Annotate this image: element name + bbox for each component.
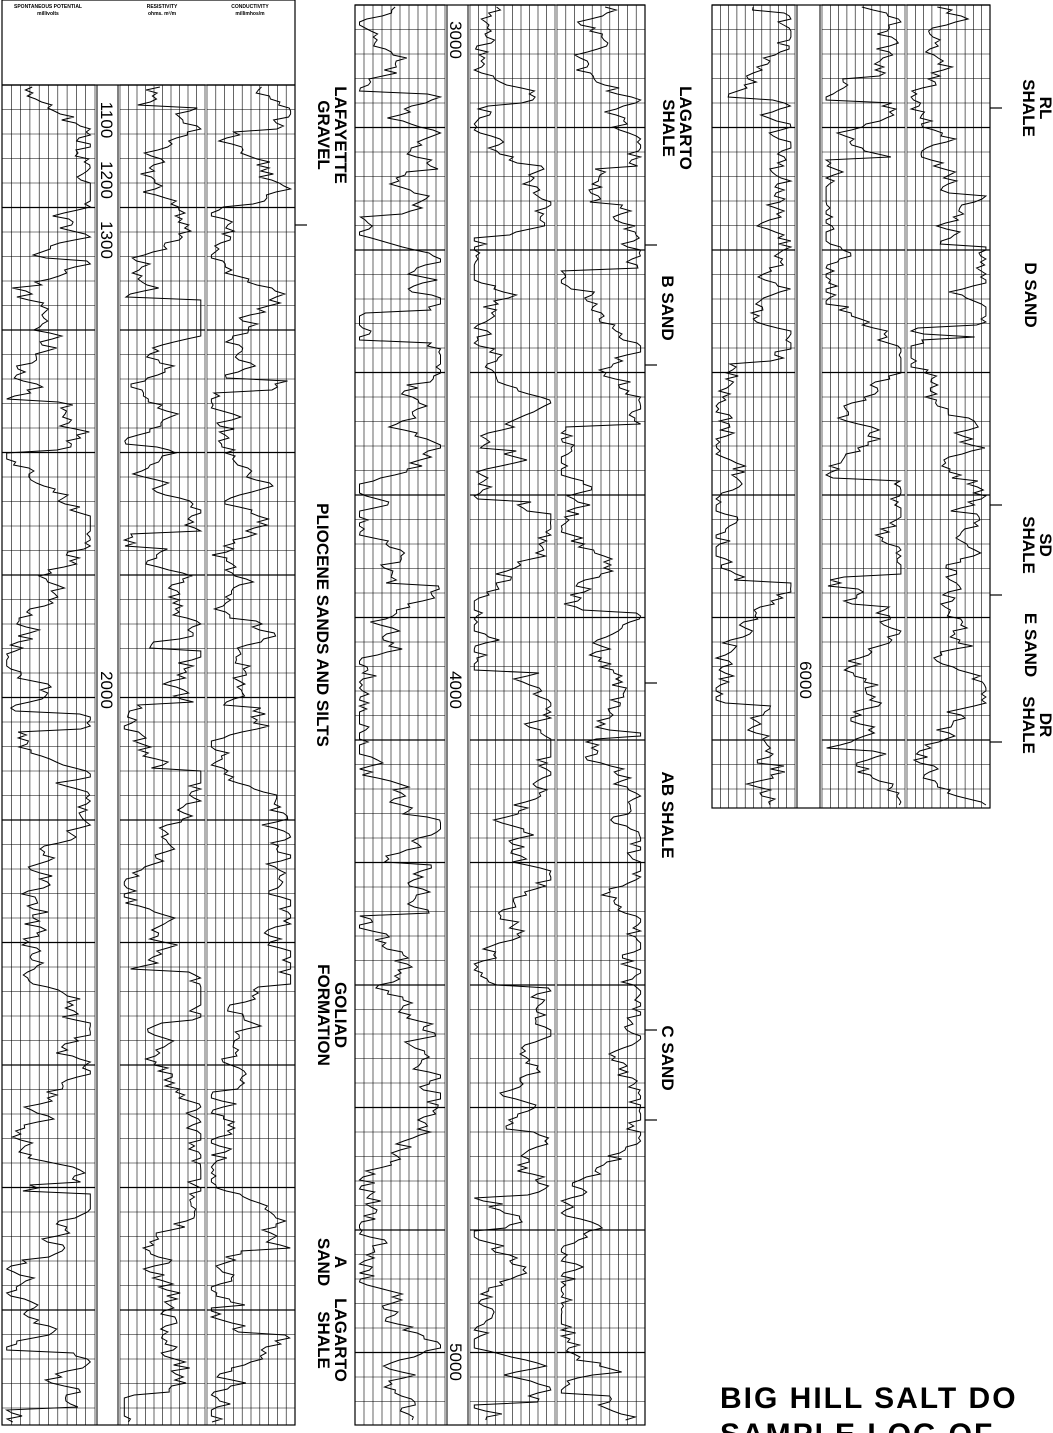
label-line: GOLIAD [331, 982, 350, 1048]
log-curve [559, 6, 643, 1421]
label-line: SD [1036, 533, 1053, 557]
log-curve [714, 6, 793, 806]
formation-label: RLSHALE [1019, 79, 1053, 137]
header-text: SPONTANEOUS POTENTIAL [14, 4, 82, 10]
depth-label: 5000 [446, 1343, 465, 1381]
label-line: 1200 [97, 161, 116, 199]
formation-label: C SAND [658, 1025, 677, 1090]
label-line: DR [1036, 713, 1053, 738]
label-line: A [331, 1256, 350, 1268]
depth-label: 6000 [796, 661, 815, 699]
label-line: SHALE [1019, 696, 1038, 754]
formation-label: SDSHALE [1019, 516, 1053, 574]
label-line: 2000 [97, 671, 116, 709]
label-line: SHALE [1019, 79, 1038, 137]
depth-label: 1200 [97, 161, 116, 199]
label-line: D SAND [1021, 262, 1040, 327]
formation-label: D SAND [1021, 262, 1040, 327]
log-curve [209, 86, 293, 1423]
label-line: PLIOCENE SANDS AND SILTS [313, 503, 332, 747]
formation-label: AB SHALE [658, 772, 677, 859]
header-text: RESISTIVITY [147, 4, 178, 10]
depth-label: 1100 [97, 102, 116, 139]
panel-frame [354, 4, 646, 1426]
label-line: 1300 [97, 221, 116, 259]
log-curve [909, 6, 988, 806]
label-line: 1100 [97, 102, 116, 139]
label-line: SHALE [314, 1311, 333, 1369]
label-line: AB SHALE [658, 772, 677, 859]
label-line: LAGARTO [331, 1298, 350, 1382]
figure-title: BIG HILL SALT DO [720, 1382, 1018, 1415]
log-curves [4, 6, 988, 1423]
header-text: millivolts [37, 11, 59, 17]
label-line: 3000 [446, 21, 465, 59]
formation-label: PLIOCENE SANDS AND SILTS [313, 503, 332, 747]
formation-label: DRSHALE [1019, 696, 1053, 754]
label-line: 5000 [446, 1343, 465, 1381]
formation-label: GOLIADFORMATION [314, 964, 350, 1066]
depth-label: 3000 [446, 21, 465, 59]
formation-label: E SAND [1021, 613, 1040, 677]
figure-title: SAMPLE LOG OF [720, 1418, 994, 1433]
label-line: RL [1036, 97, 1053, 120]
header-text: ohms. m²/m [148, 11, 177, 17]
log-curve [4, 86, 92, 1423]
log-grids [1, 0, 1002, 1426]
formation-label: LAFAYETTEGRAVEL [314, 86, 350, 184]
label-line: 4000 [446, 671, 465, 709]
label-line: SAND [314, 1238, 333, 1286]
label-line: C SAND [658, 1025, 677, 1090]
header-text: millimhos/m [235, 11, 265, 17]
log-curve [122, 86, 203, 1423]
label-line: FORMATION [314, 964, 333, 1066]
formation-label: LAGARTOSHALE [659, 86, 695, 170]
label-line: SHALE [659, 99, 678, 157]
formation-label: LAGARTOSHALE [314, 1298, 350, 1382]
label-line: LAGARTO [676, 86, 695, 170]
header-text: CONDUCTIVITY [231, 4, 269, 10]
label-line: SHALE [1019, 516, 1038, 574]
log-curve [472, 6, 553, 1421]
label-line: GRAVEL [314, 100, 333, 170]
label-line: B SAND [658, 275, 677, 340]
formation-label: B SAND [658, 275, 677, 340]
depth-label: 4000 [446, 671, 465, 709]
depth-label: 1300 [97, 221, 116, 259]
label-line: E SAND [1021, 613, 1040, 677]
label-line: LAFAYETTE [331, 86, 350, 184]
log-curve [824, 6, 902, 806]
depth-label: 2000 [97, 671, 116, 709]
log-curve [358, 6, 443, 1421]
label-line: 6000 [796, 661, 815, 699]
formation-label: ASAND [314, 1238, 350, 1286]
